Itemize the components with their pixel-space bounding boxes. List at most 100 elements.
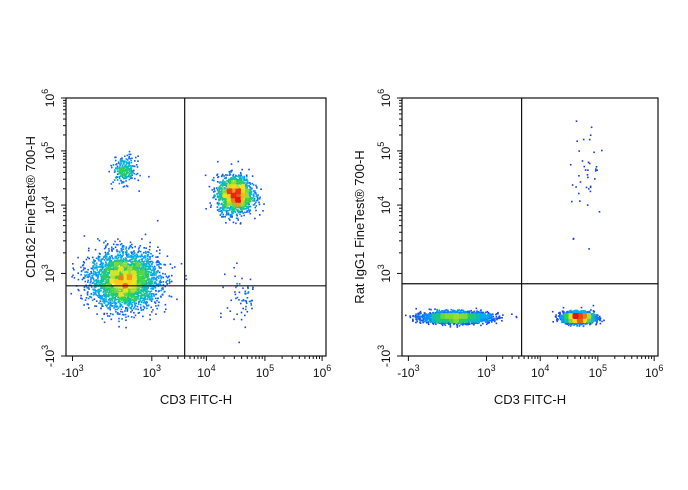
event-point xyxy=(156,299,158,302)
event-point xyxy=(93,286,96,289)
event-point xyxy=(110,265,113,267)
event-point xyxy=(245,179,247,182)
event-point xyxy=(151,263,153,265)
event-point xyxy=(236,204,239,207)
event-point xyxy=(122,163,125,165)
event-point xyxy=(129,279,131,281)
event-point xyxy=(93,259,95,261)
event-point xyxy=(131,252,134,254)
event-point xyxy=(120,304,123,306)
event-point xyxy=(139,295,142,298)
event-point xyxy=(222,195,225,197)
event-point xyxy=(121,262,124,265)
event-point xyxy=(143,298,146,300)
event-point xyxy=(128,255,130,257)
event-point xyxy=(241,208,244,211)
event-point xyxy=(244,179,246,182)
event-point xyxy=(150,300,153,302)
event-point xyxy=(127,276,130,279)
event-point xyxy=(255,193,257,195)
event-point xyxy=(229,174,232,176)
event-point xyxy=(144,271,147,273)
event-point xyxy=(125,163,128,166)
event-point xyxy=(150,297,152,300)
event-point xyxy=(240,194,242,196)
event-point xyxy=(119,275,122,277)
event-point xyxy=(141,267,144,270)
event-point xyxy=(113,266,116,268)
event-point xyxy=(146,259,149,262)
event-point xyxy=(133,252,136,254)
event-point xyxy=(128,294,131,296)
event-point xyxy=(112,313,114,316)
event-point xyxy=(116,279,118,281)
event-point xyxy=(90,280,92,282)
event-point xyxy=(166,279,168,282)
event-point xyxy=(235,297,237,300)
event-point xyxy=(107,268,109,270)
event-point xyxy=(158,261,160,263)
event-point xyxy=(110,283,112,286)
event-point xyxy=(99,300,102,302)
event-point xyxy=(119,279,122,282)
event-point xyxy=(134,257,137,260)
event-point xyxy=(244,202,247,205)
event-point xyxy=(127,315,130,318)
event-point xyxy=(129,301,132,303)
event-point xyxy=(146,288,148,290)
event-point xyxy=(232,203,234,205)
event-point xyxy=(114,308,117,311)
event-point xyxy=(255,184,257,187)
event-point xyxy=(115,306,118,308)
event-point xyxy=(97,279,99,281)
event-point xyxy=(225,192,228,195)
event-point xyxy=(130,255,133,258)
event-point xyxy=(126,278,129,280)
event-point xyxy=(128,274,130,277)
event-point xyxy=(121,159,123,162)
event-point xyxy=(222,180,224,182)
event-point xyxy=(114,298,116,300)
event-point xyxy=(117,270,119,273)
event-point xyxy=(102,282,105,285)
event-point xyxy=(152,278,155,281)
event-point xyxy=(98,288,101,291)
event-point xyxy=(112,295,115,297)
event-point xyxy=(138,267,141,270)
event-point xyxy=(112,275,114,277)
event-point xyxy=(246,175,248,178)
event-point xyxy=(224,189,226,192)
event-point xyxy=(243,299,245,302)
event-point xyxy=(236,181,238,184)
event-point xyxy=(157,304,160,307)
event-point xyxy=(165,281,167,283)
event-point xyxy=(244,308,247,311)
event-point xyxy=(128,174,130,177)
event-point xyxy=(231,200,233,202)
event-point xyxy=(230,203,232,205)
event-point xyxy=(123,165,126,168)
event-point xyxy=(218,189,221,192)
event-point xyxy=(114,305,116,308)
event-point xyxy=(137,251,139,254)
event-point xyxy=(120,276,123,279)
event-point xyxy=(99,296,102,299)
event-point xyxy=(117,244,119,246)
event-point xyxy=(241,191,244,193)
event-point xyxy=(120,179,122,182)
event-point xyxy=(90,278,92,281)
event-point xyxy=(112,248,115,250)
event-point xyxy=(141,282,144,284)
event-point xyxy=(139,284,142,286)
event-point xyxy=(114,264,116,267)
event-point xyxy=(232,207,234,209)
event-point xyxy=(107,295,110,298)
event-point xyxy=(124,263,127,266)
event-point xyxy=(238,206,240,208)
event-point xyxy=(232,189,234,191)
event-point xyxy=(143,271,145,274)
event-point xyxy=(114,282,116,284)
event-point xyxy=(228,184,230,186)
event-point xyxy=(128,172,131,175)
event-point xyxy=(224,184,226,186)
